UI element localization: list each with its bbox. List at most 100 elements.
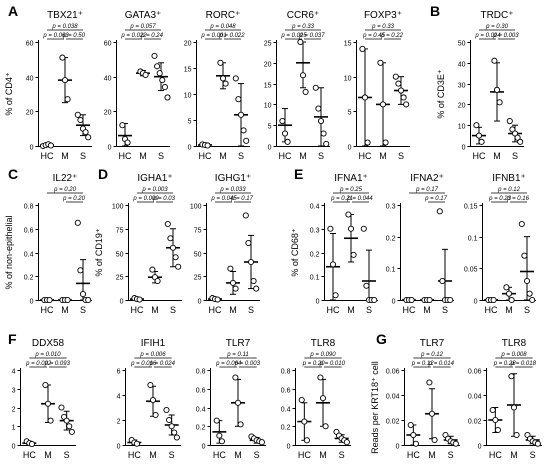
p-value-label: p = 0.018 [510, 361, 537, 367]
p-value-label: p = 0.009 [132, 196, 159, 202]
data-point [213, 417, 220, 424]
panel-title: IGHG1⁺ [215, 173, 251, 184]
y-tick-label: 100 [112, 204, 124, 211]
x-tick-label: S [530, 450, 536, 460]
x-tick-label: M [139, 151, 147, 161]
data-point [46, 296, 53, 304]
y-tick-label: 0.8 [196, 369, 206, 376]
p-value-label: p = 0.006 [139, 352, 166, 358]
x-tick-label: HC [327, 305, 340, 315]
x-tick-label: HC [41, 151, 54, 161]
panel-title: GATA3⁺ [125, 10, 162, 21]
y-tick-label: 5 [348, 110, 352, 117]
data-point [164, 94, 171, 101]
data-point [492, 416, 499, 424]
data-point [301, 418, 308, 425]
p-value-label: p = 0.21 [330, 196, 353, 202]
panel-title: TBX21⁺ [47, 10, 83, 21]
data-point [503, 284, 510, 291]
y-tick-label: 0.06 [468, 369, 482, 376]
y-tick-label: 0 [392, 299, 396, 306]
data-point [154, 277, 161, 285]
y-tick-label: 0 [202, 444, 206, 451]
data-point [518, 220, 525, 228]
x-tick-label: S [318, 151, 324, 161]
x-tick-label: M [61, 305, 69, 315]
x-tick-label: M [379, 151, 387, 161]
x-tick-label: S [80, 151, 86, 161]
data-point [149, 266, 156, 273]
y-tick-label: 0 [30, 145, 34, 152]
y-tick-label: 60 [26, 41, 34, 48]
y-tick-label: 50 [194, 252, 202, 259]
p-value-label: p = 0.024 [149, 361, 176, 367]
data-point [173, 434, 180, 441]
x-tick-label: S [524, 305, 530, 315]
chart-panel: A TBX21⁺ 0 20 40 60 % of CD4⁺ HC M Sp = 0.038 p = … [4, 3, 92, 161]
data-point [491, 57, 498, 64]
data-point [253, 285, 260, 292]
y-axis-label: % of non-epithelial [4, 215, 14, 289]
y-tick-label: 50 [458, 41, 466, 48]
p-value-label: p = 0.28 [493, 361, 517, 367]
y-tick-label: 0.2 [310, 252, 320, 259]
p-value-label: p = 0.003 [492, 33, 519, 39]
chart-panel: FOXP3⁺ 0 5 10 15 HC M Sp = 0.33 p = 0.45p = 0.22 [344, 10, 410, 161]
y-tick-label: 0.02 [386, 419, 400, 426]
p-value-label: p = 0.17 [230, 196, 254, 202]
y-tick-label: 25 [116, 275, 124, 282]
p-value-label: p = 0.20 [53, 187, 77, 193]
p-value-label: p = 0.20 [62, 196, 86, 202]
x-tick-label: HC [199, 151, 212, 161]
panel-title: DDX58 [32, 338, 65, 349]
data-point [403, 101, 410, 108]
data-point [407, 421, 414, 429]
x-tick-label: HC [213, 450, 226, 460]
y-tick-label: 3 [12, 388, 16, 395]
data-point [218, 438, 225, 445]
y-tick-label: 0.4 [24, 252, 34, 259]
data-point [312, 84, 319, 91]
data-point [322, 423, 329, 430]
x-tick-label: HC [407, 450, 420, 460]
y-tick-label: 4 [117, 394, 121, 401]
x-tick-label: M [219, 151, 227, 161]
p-value-label: p = 0.008 [500, 352, 527, 358]
data-point [447, 296, 454, 304]
data-point [64, 96, 71, 103]
y-tick-label: 1 [12, 425, 16, 432]
p-value-label: p = 0.093 [44, 361, 71, 367]
y-tick-label: 0 [348, 145, 352, 152]
data-point [147, 381, 154, 389]
y-tick-label: 0.4 [310, 204, 320, 211]
chart-panel: IFNA2⁺ 0 0.1 0.2 0.3 HC M Sp = 0.17 p = 0.17 [386, 173, 454, 315]
x-tick-label: S [170, 305, 176, 315]
x-tick-label: M [423, 305, 431, 315]
y-tick-label: 60 [104, 41, 112, 48]
data-point [493, 86, 501, 93]
data-point [299, 72, 307, 79]
x-tick-label: HC [41, 305, 54, 315]
p-value-label: p = 0.037 [298, 33, 325, 39]
x-tick-label: M [149, 450, 157, 460]
data-point [428, 410, 436, 417]
panel-title: IGHA1⁺ [137, 173, 172, 184]
y-tick-label: 40 [104, 76, 112, 83]
panel-letter: B [430, 3, 440, 19]
data-point [258, 439, 265, 446]
panel-title: TLR7 [420, 338, 445, 349]
y-tick-label: 0 [268, 145, 272, 152]
panel-letter: A [8, 3, 18, 19]
x-tick-label: HC [359, 151, 372, 161]
p-value-label: p = 0.12 [411, 361, 435, 367]
y-tick-label: 25 [194, 275, 202, 282]
y-tick-label: 20 [26, 110, 34, 117]
p-value-label: p = 0.010 [319, 361, 346, 367]
p-value-label: p = 0.003 [141, 187, 168, 193]
y-tick-label: 0 [108, 145, 112, 152]
